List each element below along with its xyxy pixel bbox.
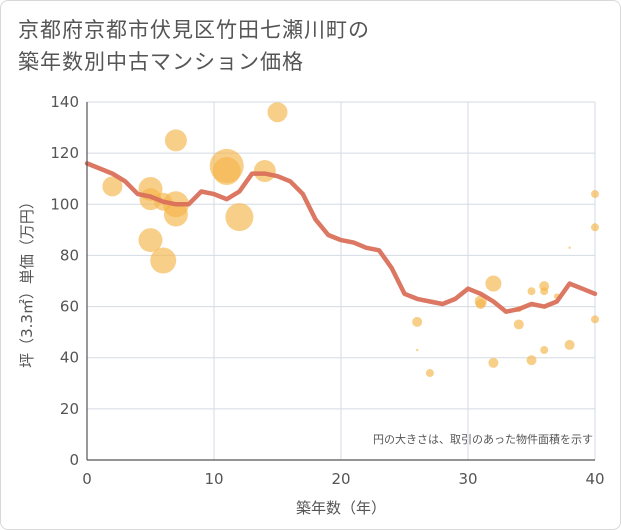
trend-line-layer [84,161,598,314]
data-point [225,203,254,232]
tick-labels: 0 10 20 30 40 0 20 40 60 80 100 120 140 [50,93,604,488]
data-point [564,339,575,350]
data-point [526,355,537,366]
data-point [164,129,187,152]
data-point [488,357,499,368]
data-point [591,190,599,199]
axes [86,102,595,461]
data-point [267,102,288,123]
y-axis-label: 坪（3.3㎡）単価（万円） [18,194,36,368]
data-point [540,287,549,296]
data-point [102,176,123,197]
y-tick-label: 0 [69,451,79,469]
data-point [138,228,163,253]
y-tick-label: 80 [60,246,79,264]
y-tick-label: 20 [60,400,79,418]
grid-lines [86,101,596,461]
data-point [163,202,188,227]
x-tick-label: 30 [458,470,477,488]
data-point [568,246,571,249]
data-point [513,319,524,330]
data-point [212,157,241,186]
data-point [412,316,423,327]
data-point [253,160,276,183]
data-point [527,287,536,296]
bubble-layer [102,102,599,378]
chart-title-line-2: 築年数別中古マンション価格 [18,50,304,74]
y-tick-label: 60 [60,298,79,316]
y-tick-label: 100 [50,195,79,213]
data-point [475,299,486,310]
data-point [591,315,599,324]
chart-title-line-1: 京都府京都市伏見区竹田七瀬川町の [18,18,370,42]
x-tick-label: 20 [331,470,350,488]
data-point [485,275,502,292]
data-point [416,348,419,352]
bubble-size-note: 円の大きさは、取引のあった物件面積を示す [373,432,593,446]
x-tick-label: 10 [204,470,223,488]
x-tick-label: 40 [585,470,604,488]
x-axis-label: 築年数（年） [296,499,386,517]
y-tick-label: 40 [60,349,79,367]
data-point [425,369,434,378]
x-tick-label: 0 [82,470,92,488]
data-point [540,346,549,355]
y-tick-label: 140 [50,93,79,111]
y-tick-label: 120 [50,144,79,162]
data-point [591,223,599,232]
chart-title: 京都府京都市伏見区竹田七瀬川町の 築年数別中古マンション価格 [18,14,578,78]
trend-line [84,161,598,314]
data-point [150,247,177,274]
